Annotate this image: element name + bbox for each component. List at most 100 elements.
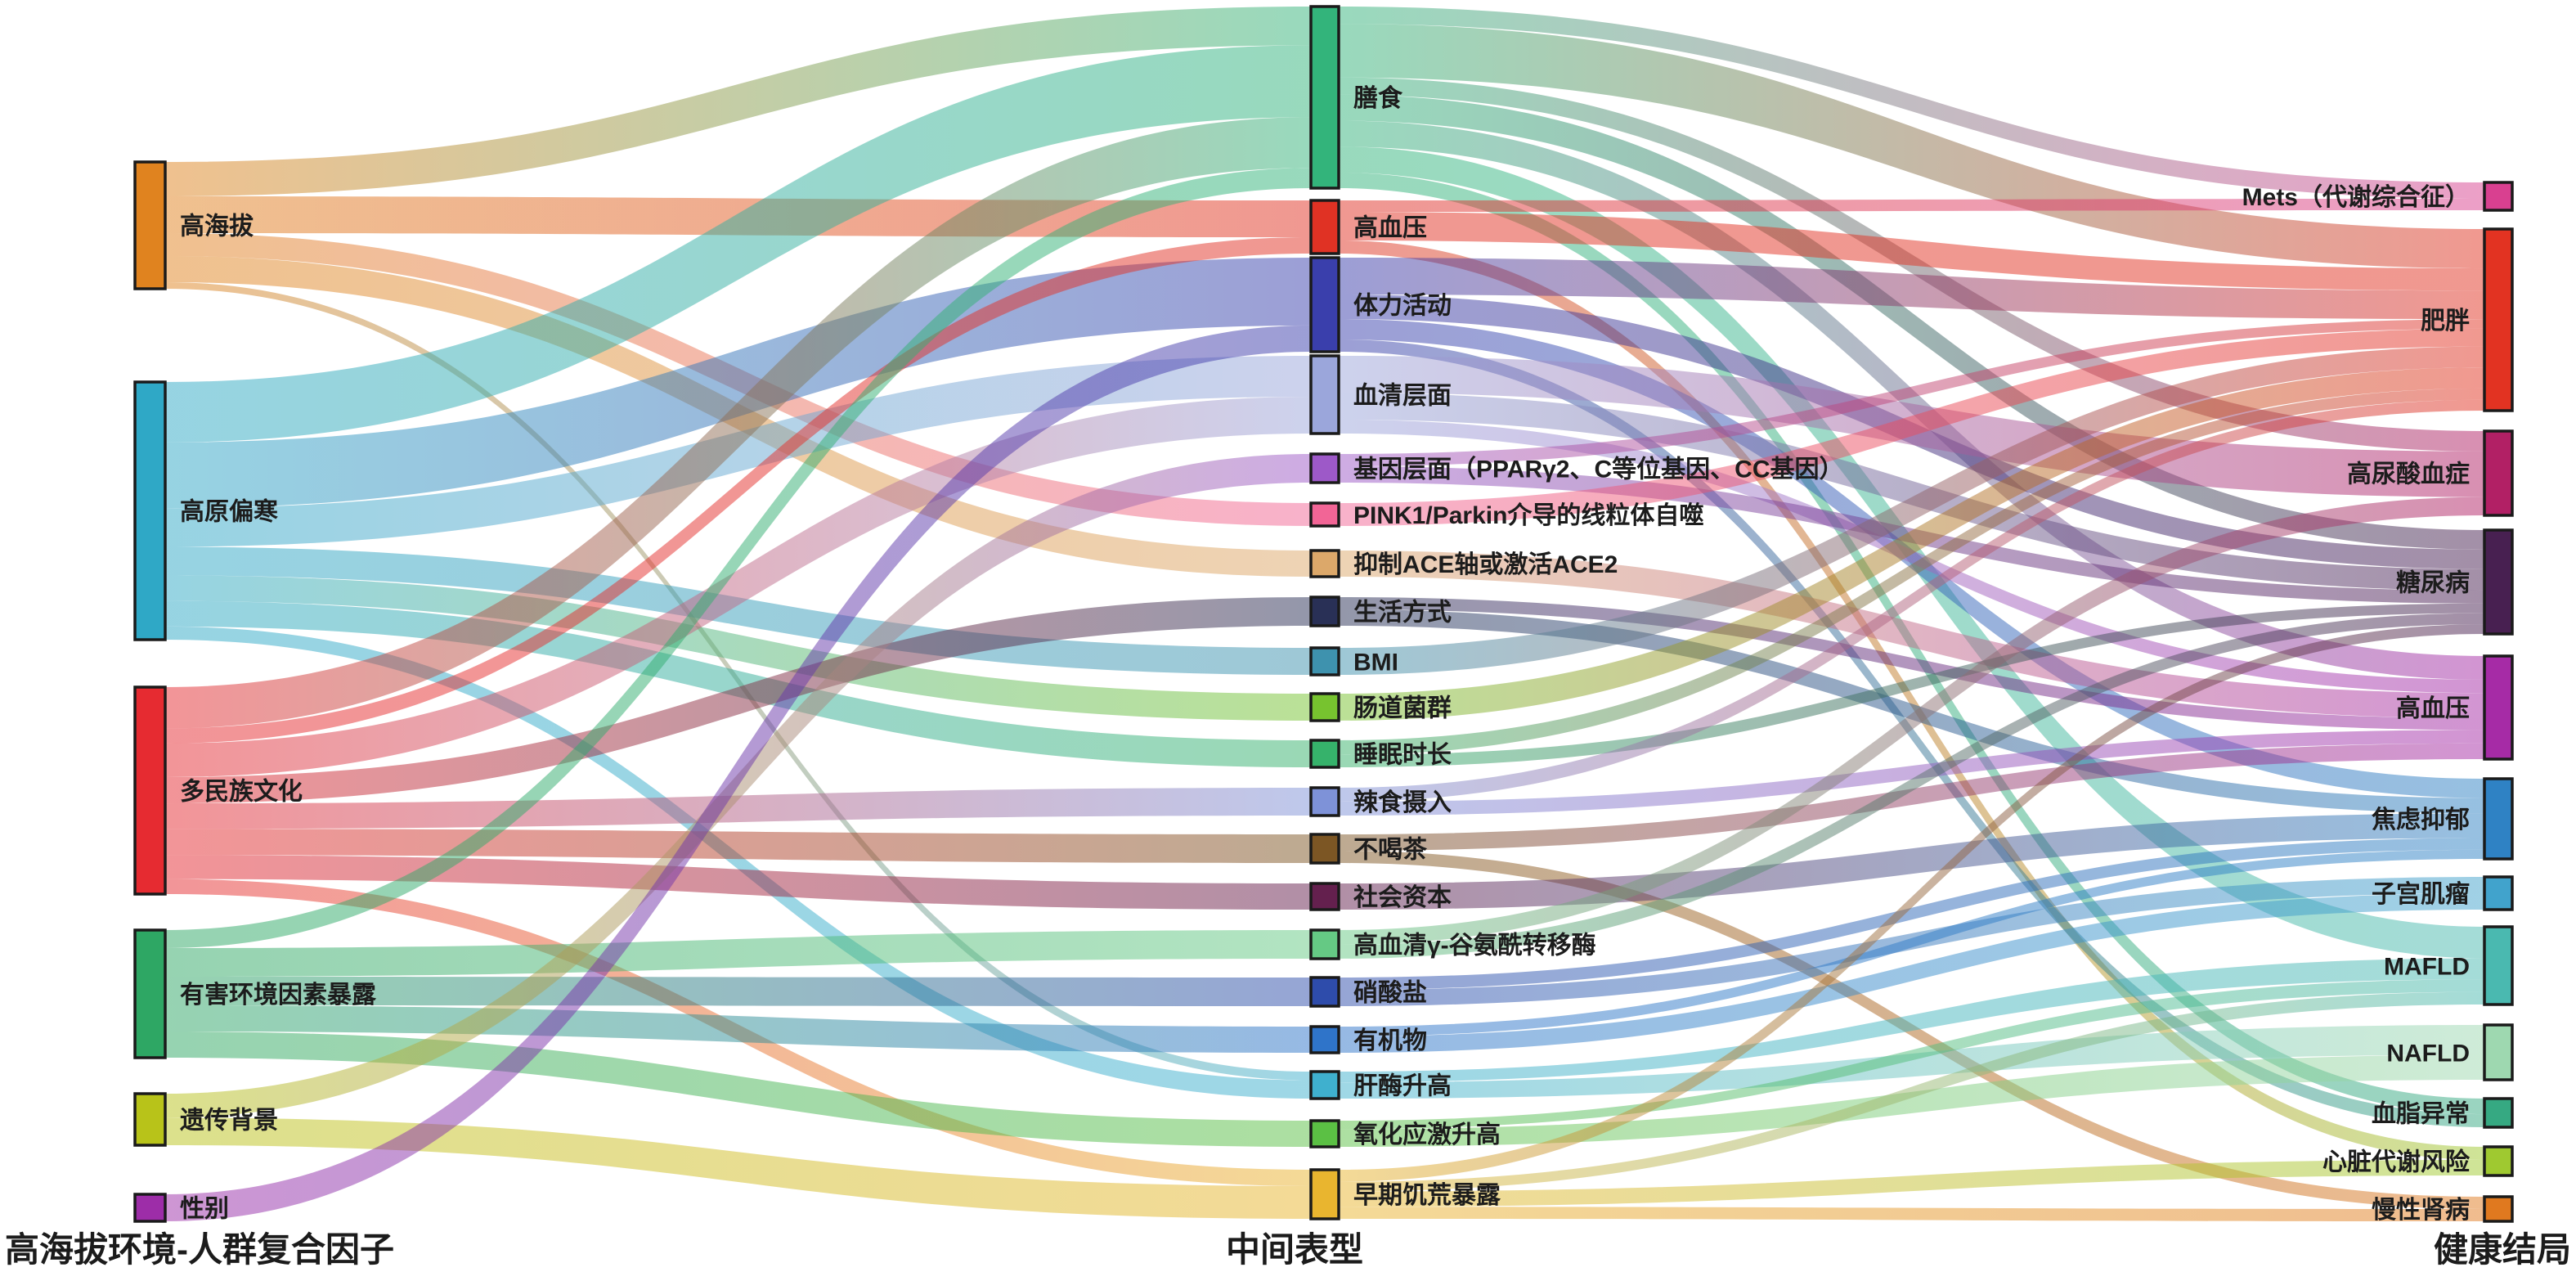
sankey-node-label: 有害环境因素暴露: [180, 981, 377, 1009]
flow-ribbon: [1339, 346, 2484, 675]
sankey-node-label: 社会资本: [1353, 884, 1452, 911]
flow-ribbon: [1339, 339, 2484, 1127]
sankey-node-rect: [1309, 1168, 1340, 1220]
sankey-node-rect: [2483, 1023, 2514, 1081]
flow-ribbon: [1339, 838, 2484, 990]
sankey-node-label: 血清层面: [1353, 383, 1452, 410]
sankey-node-rect: [1309, 928, 1340, 960]
sankey-node-rect: [1309, 739, 1340, 769]
flow-ribbon: [1339, 849, 2484, 1036]
sankey-node-label: 心脏代谢风险: [2322, 1148, 2471, 1176]
flow-ribbon: [1339, 120, 2484, 680]
flow-ribbon: [165, 626, 1311, 1099]
sankey-node-rect: [133, 685, 167, 896]
sankey-node-label: 血脂异常: [2372, 1101, 2470, 1128]
flow-ribbon: [165, 930, 1311, 977]
sankey-node-label: 有机物: [1353, 1027, 1427, 1054]
sankey-node-rect: [1309, 354, 1340, 435]
sankey-node-label: 睡眠时长: [1353, 742, 1452, 769]
sankey-node-label: 硝酸盐: [1353, 980, 1427, 1007]
sankey-node-label: 遗传背景: [180, 1108, 278, 1135]
sankey-node-rect: [1309, 1025, 1340, 1054]
sankey-node-rect: [1309, 976, 1340, 1008]
sankey-node-rect: [1309, 646, 1340, 676]
flow-ribbon: [1339, 1025, 2484, 1099]
sankey-node-rect: [133, 160, 167, 290]
flow-ribbon: [1339, 240, 2484, 1160]
sankey-node-rect: [1309, 786, 1340, 817]
flow-ribbon: [165, 597, 1311, 804]
sankey-node-rect: [1309, 256, 1340, 353]
flow-ribbon: [1339, 609, 2484, 814]
sankey-node-label: 高血压: [2396, 695, 2470, 722]
sankey-node-label: 辣食摄入: [1353, 789, 1452, 816]
flow-ribbon: [1339, 1160, 2484, 1207]
sankey-node-rect: [1309, 882, 1340, 911]
flow-ribbon: [1339, 613, 2484, 959]
flow-ribbon: [1339, 603, 2484, 767]
sankey-node-label: 体力活动: [1353, 293, 1452, 320]
sankey-node-rect: [2483, 1145, 2514, 1177]
flow-ribbon: [165, 575, 1311, 721]
sankey-node-label: 膳食: [1353, 84, 1403, 112]
flow-ribbon: [1339, 24, 2484, 269]
sankey-node-rect: [2483, 1097, 2514, 1129]
flow-ribbon: [1339, 258, 2484, 320]
sankey-node-label: 高血清γ-谷氨酰转移酶: [1353, 933, 1596, 960]
flow-ribbon: [1339, 388, 2484, 755]
flow-ribbon: [1339, 420, 2484, 694]
sankey-node-rect: [2483, 181, 2514, 212]
flow-ribbon: [165, 356, 1311, 547]
flow-ribbon: [165, 397, 1311, 777]
sankey-node-rect: [2483, 429, 2514, 517]
flow-ribbon: [1339, 1054, 2484, 1147]
sankey-node-label: 氧化应激升高: [1353, 1121, 1501, 1148]
sankey-node-rect: [133, 928, 167, 1059]
flow-ribbon: [1339, 497, 2484, 945]
flow-ribbon: [1339, 893, 2484, 1053]
flow-ribbon: [1339, 367, 2484, 721]
sankey-node-rect: [133, 1092, 167, 1147]
flow-ribbon: [1339, 979, 2484, 1130]
sankey-node-label: NAFLD: [2386, 1041, 2470, 1067]
sankey-node-label: 生活方式: [1353, 599, 1452, 627]
flow-ribbon: [1339, 319, 2484, 466]
flow-ribbon: [1339, 597, 2484, 730]
flow-ribbon: [165, 600, 1311, 767]
sankey-node-label: 肠道菌群: [1353, 695, 1452, 722]
sankey-node-label: 糖尿病: [2396, 570, 2470, 597]
flow-ribbon: [165, 237, 1311, 744]
sankey-node-label: PINK1/Parkin介导的线粒体自噬: [1353, 501, 1703, 529]
sankey-node-label: Mets（代谢综合征）: [2242, 183, 2470, 211]
flow-ribbon: [165, 117, 1311, 729]
sankey-node-rect: [2483, 777, 2514, 861]
sankey-node-rect: [2483, 528, 2514, 636]
flow-ribbon: [165, 45, 1311, 443]
sankey-node-rect: [2483, 1195, 2514, 1223]
sankey-node-rect: [1309, 596, 1340, 627]
flow-ribbon: [1339, 94, 2484, 550]
flow-ribbon: [1339, 1207, 2484, 1221]
sankey-node-label: 不喝茶: [1353, 837, 1428, 864]
sankey-node-label: 肝酶升高: [1353, 1073, 1452, 1100]
flow-ribbon: [1339, 328, 2484, 526]
flow-ribbon: [1339, 7, 2484, 199]
sankey-node-label: 慢性肾病: [2372, 1197, 2470, 1224]
sankey-node-label: 基因层面（PPARγ2、C等位基因、CC基因）: [1353, 456, 1844, 483]
flow-ribbon: [1339, 199, 2484, 212]
sankey-node-rect: [133, 1193, 167, 1223]
sankey-node-rect: [1309, 501, 1340, 528]
sankey-node-rect: [2483, 227, 2514, 412]
flow-ribbon: [165, 325, 1311, 1221]
sankey-node-rect: [1309, 1119, 1340, 1148]
sankey-node-rect: [1309, 549, 1340, 578]
flow-ribbon: [1339, 212, 2484, 291]
flow-ribbon: [165, 788, 1311, 829]
sankey-node-label: MAFLD: [2384, 954, 2470, 981]
flow-ribbon: [165, 977, 1311, 1006]
flow-ribbon: [1339, 624, 2484, 1182]
column-title-intermediate-phenotype: 中间表型: [1225, 1230, 1364, 1269]
flow-ribbon: [1339, 743, 2484, 851]
